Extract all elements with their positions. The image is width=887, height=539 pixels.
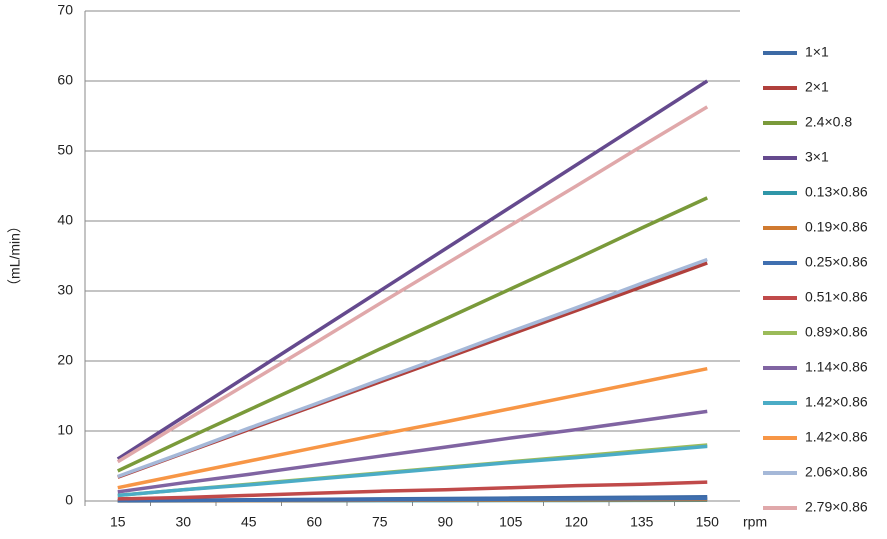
legend-label: 1.14×0.86 xyxy=(805,359,868,375)
legend-label: 2×1 xyxy=(805,79,829,95)
legend-label: 0.89×0.86 xyxy=(805,324,868,340)
y-tick-label: 70 xyxy=(57,2,73,18)
x-axis-label: rpm xyxy=(743,514,767,530)
y-tick-label: 0 xyxy=(65,492,73,508)
x-tick-label: 45 xyxy=(241,514,257,530)
legend-label: 3×1 xyxy=(805,149,829,165)
x-tick-label: 120 xyxy=(565,514,589,530)
series-line xyxy=(117,409,708,494)
series-line xyxy=(117,196,708,473)
x-tick-label: 90 xyxy=(437,514,453,530)
series-line xyxy=(117,444,708,498)
y-tick-label: 60 xyxy=(57,72,73,88)
legend-label: 2.79×0.86 xyxy=(805,499,868,515)
y-tick-label: 20 xyxy=(57,352,73,368)
x-tick-label: 105 xyxy=(499,514,523,530)
y-axis-label: （mL/min） xyxy=(7,219,23,293)
y-tick-label: 40 xyxy=(57,212,73,228)
legend-label: 0.25×0.86 xyxy=(805,254,868,270)
series-line xyxy=(117,480,708,501)
series-line xyxy=(117,257,708,479)
legend-label: 1.42×0.86 xyxy=(805,429,868,445)
legend-label: 2.06×0.86 xyxy=(805,464,868,480)
legend-label: 1.42×0.86 xyxy=(805,394,868,410)
legend-label: 0.19×0.86 xyxy=(805,219,868,235)
series-line xyxy=(117,366,708,490)
series-line xyxy=(117,496,708,503)
series-line xyxy=(116,105,709,464)
y-tick-label: 10 xyxy=(57,422,73,438)
x-tick-label: 15 xyxy=(110,514,126,530)
x-tick-label: 135 xyxy=(630,514,654,530)
x-tick-label: 150 xyxy=(696,514,720,530)
series-line xyxy=(116,79,709,461)
legend-label: 1×1 xyxy=(805,44,829,60)
x-tick-label: 75 xyxy=(372,514,388,530)
legend-label: 0.51×0.86 xyxy=(805,289,868,305)
legend-label: 2.4×0.8 xyxy=(805,114,852,130)
y-tick-label: 50 xyxy=(57,142,73,158)
y-tick-label: 30 xyxy=(57,282,73,298)
x-tick-label: 60 xyxy=(306,514,322,530)
legend-label: 0.13×0.86 xyxy=(805,184,868,200)
x-tick-label: 30 xyxy=(175,514,191,530)
